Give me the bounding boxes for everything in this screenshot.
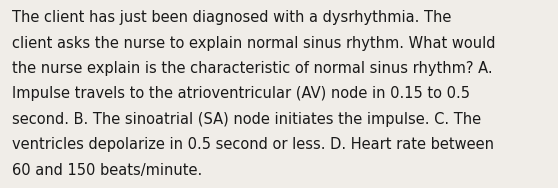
- Text: second. B. The sinoatrial (SA) node initiates the impulse. C. The: second. B. The sinoatrial (SA) node init…: [12, 112, 482, 127]
- Text: Impulse travels to the atrioventricular (AV) node in 0.15 to 0.5: Impulse travels to the atrioventricular …: [12, 86, 470, 102]
- Text: the nurse explain is the characteristic of normal sinus rhythm? A.: the nurse explain is the characteristic …: [12, 61, 493, 76]
- Text: client asks the nurse to explain normal sinus rhythm. What would: client asks the nurse to explain normal …: [12, 36, 496, 51]
- Text: The client has just been diagnosed with a dysrhythmia. The: The client has just been diagnosed with …: [12, 10, 451, 25]
- Text: 60 and 150 beats/minute.: 60 and 150 beats/minute.: [12, 163, 203, 178]
- Text: ventricles depolarize in 0.5 second or less. D. Heart rate between: ventricles depolarize in 0.5 second or l…: [12, 137, 494, 152]
